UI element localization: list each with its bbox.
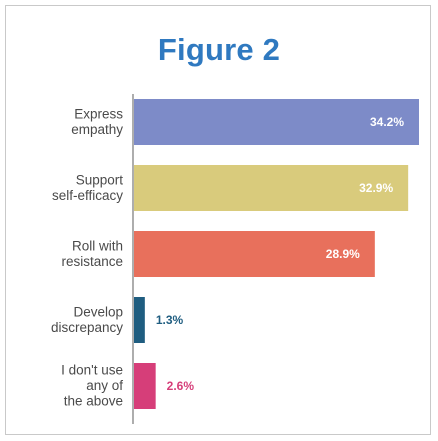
bar xyxy=(134,99,419,145)
category-label: I don't use any of the above xyxy=(61,363,123,409)
data-label: 1.3% xyxy=(156,313,184,327)
category-label: Roll with resistance xyxy=(61,238,123,269)
bar xyxy=(134,165,409,211)
category-label: Express empathy xyxy=(71,106,123,137)
figure-frame: Figure 2 xyxy=(5,5,431,435)
data-label: 2.6% xyxy=(167,379,195,393)
data-label: 32.9% xyxy=(359,181,393,195)
bar xyxy=(134,363,156,409)
data-label: 28.9% xyxy=(326,247,360,261)
chart-title: Figure 2 xyxy=(157,32,281,67)
bar xyxy=(134,297,145,343)
data-label: 34.2% xyxy=(370,115,404,129)
bar xyxy=(134,231,375,277)
category-label: Support self-efficacy xyxy=(52,172,123,203)
category-label: Develop discrepancy xyxy=(51,304,123,335)
